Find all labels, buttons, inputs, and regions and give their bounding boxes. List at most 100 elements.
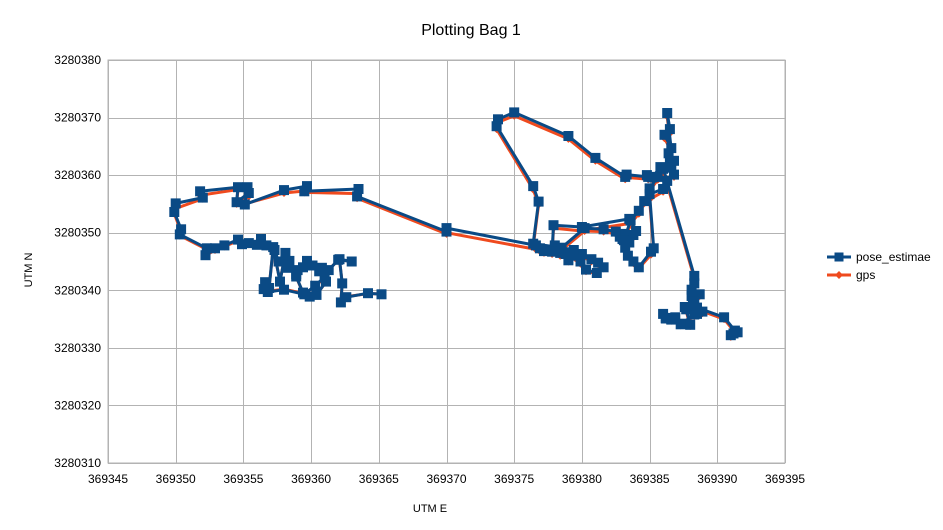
data-point-pose-estimae [262, 287, 273, 297]
data-point-pose-estimae [689, 270, 700, 281]
data-point-pose-estimae [576, 249, 587, 259]
data-point-pose-estimae [256, 234, 266, 244]
data-point-pose-estimae [335, 297, 346, 308]
data-point-pose-estimae [669, 155, 679, 166]
data-point-pose-estimae [197, 192, 208, 203]
data-point-pose-estimae [441, 223, 452, 234]
data-point-pose-estimae [307, 260, 318, 271]
data-point-pose-estimae [689, 309, 700, 320]
data-point-pose-estimae [311, 289, 322, 300]
data-point-pose-estimae [590, 152, 601, 163]
data-point-pose-estimae [664, 124, 675, 135]
data-point-pose-estimae [547, 246, 558, 257]
data-point-pose-estimae [628, 256, 639, 267]
data-point-pose-estimae [170, 198, 181, 209]
data-point-pose-estimae [644, 189, 655, 200]
data-point-pose-estimae [666, 143, 677, 154]
data-point-pose-estimae [625, 215, 636, 226]
x-tick-label: 369360 [291, 472, 331, 486]
data-point-pose-estimae [261, 240, 272, 251]
legend: pose_estimae gps [827, 250, 931, 282]
data-point-pose-estimae [243, 238, 254, 249]
data-point-pose-estimae [363, 288, 373, 299]
data-point-pose-estimae [628, 230, 639, 240]
legend-swatch-marker-pose-estimae [834, 252, 844, 262]
data-point-pose-estimae [219, 240, 230, 251]
y-tick-label: 3280380 [54, 53, 101, 67]
data-point-pose-estimae [298, 262, 308, 273]
data-point-pose-estimae [269, 245, 280, 255]
y-axis-ticks: 3280310 3280320 3280330 3280340 3280350 32803… [54, 53, 101, 470]
data-point-pose-estimae [233, 182, 243, 193]
data-point-pose-estimae [593, 257, 604, 268]
data-point-pose-estimae [563, 131, 574, 141]
y-tick-label: 3280360 [54, 168, 101, 182]
data-point-pose-estimae [633, 205, 644, 216]
legend-label-pose-estimae: pose_estimae [856, 250, 931, 264]
data-point-pose-estimae [174, 229, 185, 240]
data-point-pose-estimae [728, 328, 739, 339]
y-axis-title: UTM N [23, 253, 35, 288]
data-point-pose-estimae [622, 250, 633, 261]
data-point-pose-estimae [556, 242, 567, 253]
x-tick-label: 369355 [223, 472, 263, 486]
data-point-pose-estimae [697, 306, 708, 317]
data-point-pose-estimae [509, 107, 520, 118]
y-tick-label: 3280310 [54, 456, 101, 470]
x-axis-title: UTM E [413, 503, 447, 515]
data-point-pose-estimae [528, 181, 539, 192]
data-point-pose-estimae [598, 224, 609, 235]
data-point-pose-estimae [681, 304, 692, 315]
data-point-pose-estimae [279, 185, 289, 196]
data-point-pose-estimae [586, 254, 597, 265]
data-point-pose-estimae [568, 245, 579, 255]
data-point-pose-estimae [692, 302, 702, 313]
series-layer [169, 107, 743, 341]
data-point-pose-estimae [575, 256, 586, 267]
data-point-pose-estimae [662, 175, 673, 186]
data-point-pose-estimae [533, 196, 544, 207]
y-tick-label: 3280350 [54, 226, 101, 240]
data-point-pose-estimae [275, 276, 285, 287]
data-point-pose-estimae [169, 207, 180, 217]
data-point-pose-estimae [291, 269, 302, 280]
data-point-pose-estimae [302, 255, 312, 266]
data-point-pose-estimae [284, 255, 295, 266]
data-point-pose-estimae [299, 289, 310, 300]
data-point-pose-estimae [176, 224, 187, 235]
legend-swatch-marker-gps [835, 271, 843, 279]
data-point-pose-estimae [195, 186, 206, 197]
data-point-pose-estimae [660, 313, 671, 324]
data-point-pose-estimae [279, 284, 289, 295]
y-tick-label: 3280340 [54, 283, 101, 297]
data-point-pose-estimae [273, 256, 284, 267]
data-point-pose-estimae [694, 289, 705, 300]
x-tick-label: 369365 [359, 472, 399, 486]
data-point-pose-estimae [663, 148, 674, 159]
data-point-pose-estimae [251, 239, 262, 250]
data-point-pose-estimae [666, 162, 677, 173]
x-tick-label: 369385 [630, 472, 670, 486]
data-point-pose-estimae [624, 237, 635, 248]
data-point-pose-estimae [689, 278, 700, 289]
data-point-pose-estimae [643, 171, 654, 182]
data-point-pose-estimae [581, 264, 591, 275]
data-point-pose-estimae [686, 284, 697, 295]
data-point-pose-estimae [302, 181, 312, 192]
x-tick-label: 369370 [426, 472, 466, 486]
data-point-pose-estimae [493, 114, 503, 125]
data-point-pose-estimae [598, 262, 609, 273]
data-point-pose-estimae [243, 188, 254, 198]
data-point-pose-estimae [534, 243, 545, 254]
data-point-pose-estimae [548, 220, 559, 231]
data-point-pose-estimae [260, 277, 271, 288]
data-point-pose-estimae [333, 254, 344, 265]
data-point-pose-estimae [648, 243, 659, 254]
data-point-pose-estimae [314, 266, 325, 277]
data-point-pose-estimae [560, 249, 571, 259]
data-point-pose-estimae [337, 278, 348, 289]
data-point-pose-estimae [685, 319, 696, 330]
data-point-pose-estimae [686, 291, 697, 301]
